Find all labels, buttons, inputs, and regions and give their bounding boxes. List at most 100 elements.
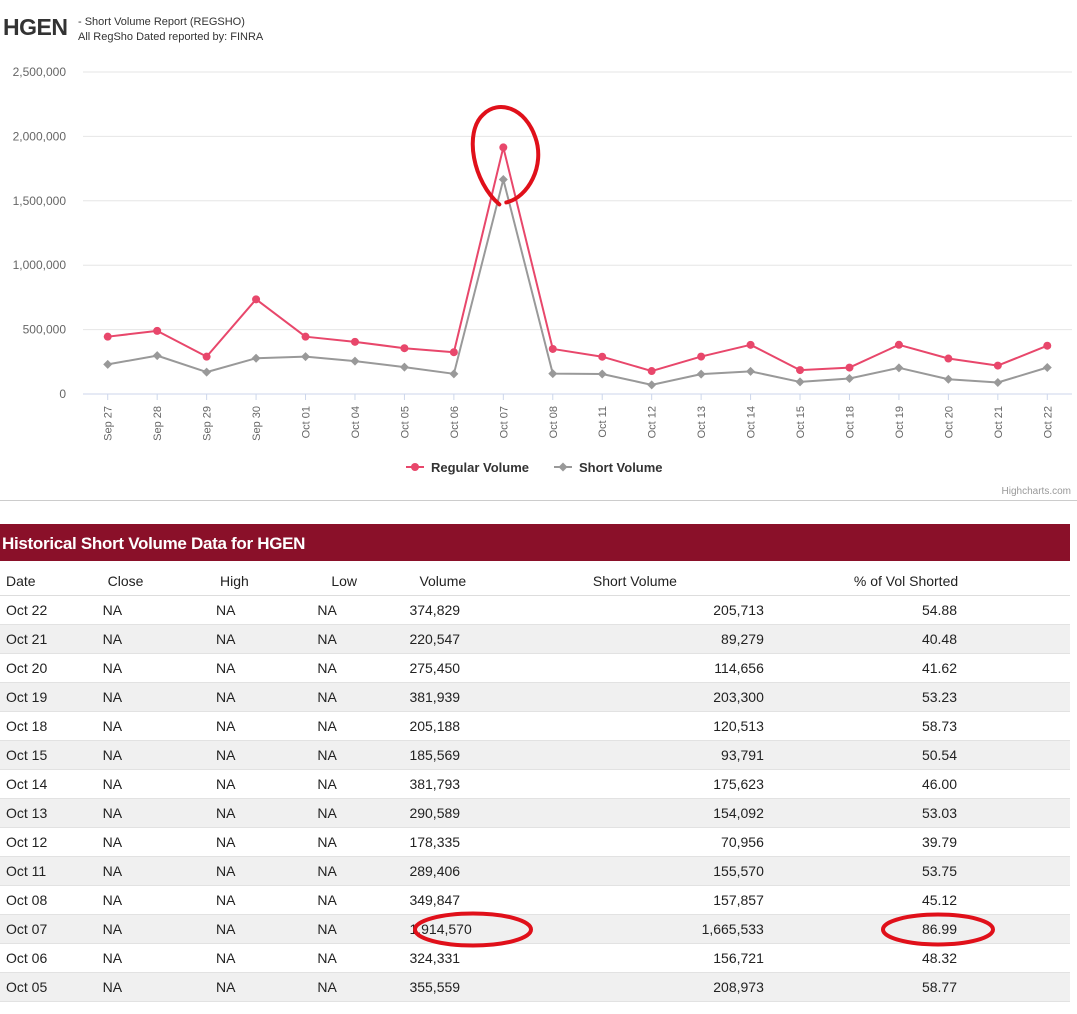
table-cell: NA <box>307 653 400 683</box>
table-cell: Oct 05 <box>0 972 93 1002</box>
table-cell: 1,665,533 <box>546 914 764 944</box>
table-cell: NA <box>307 856 400 886</box>
table-cell: Oct 20 <box>0 653 93 683</box>
column-header[interactable]: Volume <box>399 566 547 596</box>
x-tick-label: Oct 05 <box>399 406 411 438</box>
table-title: Historical Short Volume Data for HGEN <box>0 524 1070 561</box>
regular-volume-point <box>400 344 409 353</box>
x-tick-label: Oct 11 <box>597 406 609 438</box>
table-cell: 178,335 <box>399 827 547 857</box>
x-tick-label: Sep 27 <box>103 406 115 441</box>
table-cell: NA <box>92 885 207 915</box>
regular-volume-point <box>103 332 112 341</box>
table-cell: 381,939 <box>399 682 547 712</box>
short-volume-point <box>597 369 607 379</box>
column-header[interactable]: Short Volume <box>546 566 764 596</box>
table-cell: NA <box>92 624 207 654</box>
legend-label[interactable]: Regular Volume <box>431 460 529 475</box>
table-cell: NA <box>206 711 308 741</box>
short-volume-point <box>943 374 953 384</box>
table-cell: NA <box>92 595 207 625</box>
y-tick-label: 1,000,000 <box>13 258 67 272</box>
table-cell: NA <box>307 972 400 1002</box>
table-cell: 205,713 <box>546 595 764 625</box>
table-cell: Oct 08 <box>0 885 93 915</box>
table-cell: Oct 18 <box>0 711 93 741</box>
table-cell: NA <box>92 943 207 973</box>
table-cell: NA <box>307 885 400 915</box>
y-tick-label: 500,000 <box>23 323 67 337</box>
table-cell: 349,847 <box>399 885 547 915</box>
table-cell: NA <box>206 914 308 944</box>
table-cell: NA <box>206 740 308 770</box>
table-cell: 58.77 <box>763 972 1070 1002</box>
table-cell: 114,656 <box>546 653 764 683</box>
x-tick-label: Oct 20 <box>943 406 955 438</box>
short-volume-point <box>894 363 904 373</box>
regular-volume-point <box>746 340 755 349</box>
table-cell: NA <box>307 740 400 770</box>
table-body: Oct 22 NA NA NA 374,829 205,713 54.88 Oct 21 NA N… <box>0 595 1070 1002</box>
column-header[interactable]: Low <box>307 566 400 596</box>
regular-volume-point <box>350 337 359 346</box>
table-cell: Oct 22 <box>0 595 93 625</box>
x-tick-label: Oct 04 <box>350 406 362 438</box>
table-cell: NA <box>206 885 308 915</box>
table-cell: NA <box>307 827 400 857</box>
table-cell: NA <box>206 827 308 857</box>
table-cell: Oct 11 <box>0 856 93 886</box>
annotation-circle-pct <box>881 912 995 946</box>
table-cell: 48.32 <box>763 943 1070 973</box>
table-cell: Oct 19 <box>0 682 93 712</box>
table-cell: 175,623 <box>546 769 764 799</box>
x-tick-label: Oct 21 <box>993 406 1005 438</box>
short-volume-point <box>202 367 212 377</box>
table-row: Oct 19 NA NA NA 381,939 203,300 53.23 <box>0 682 1070 712</box>
regular-volume-point <box>598 352 607 361</box>
table-row: Oct 22 NA NA NA 374,829 205,713 54.88 <box>0 595 1070 625</box>
table-cell: 220,547 <box>399 624 547 654</box>
legend-marker <box>558 462 568 472</box>
column-header[interactable]: Date <box>0 566 93 596</box>
table-cell: NA <box>206 769 308 799</box>
annotation-circle-volume <box>413 911 533 947</box>
x-tick-label: Oct 07 <box>498 406 510 438</box>
table-cell: Oct 12 <box>0 827 93 857</box>
annotation-circle-peak <box>470 105 541 207</box>
table-cell: NA <box>92 827 207 857</box>
short-volume-point <box>746 366 756 376</box>
y-tick-label: 2,000,000 <box>13 129 67 143</box>
x-tick-label: Oct 12 <box>647 406 659 438</box>
table-cell: NA <box>206 972 308 1002</box>
table-cell: NA <box>307 711 400 741</box>
column-header[interactable]: % of Vol Shorted <box>763 566 1070 596</box>
table-cell: NA <box>307 798 400 828</box>
chart-credits[interactable]: Highcharts.com <box>1001 486 1071 497</box>
column-header[interactable]: High <box>206 566 308 596</box>
table-cell: 290,589 <box>399 798 547 828</box>
table-cell: NA <box>92 798 207 828</box>
x-tick-label: Oct 01 <box>301 406 313 438</box>
table-cell: Oct 15 <box>0 740 93 770</box>
short-volume-point <box>251 353 261 363</box>
regular-volume-point <box>202 352 211 361</box>
short-volume-point <box>1042 363 1052 373</box>
table-cell: 156,721 <box>546 943 764 973</box>
table-cell: 185,569 <box>399 740 547 770</box>
table-cell: NA <box>307 595 400 625</box>
table-cell: NA <box>206 595 308 625</box>
short-volume-point <box>696 369 706 379</box>
table-cell: NA <box>206 943 308 973</box>
short-volume-point <box>844 373 854 383</box>
regular-volume-point <box>449 348 458 357</box>
table-cell: 120,513 <box>546 711 764 741</box>
table-cell: NA <box>206 798 308 828</box>
column-header[interactable]: Close <box>92 566 207 596</box>
table-cell: NA <box>307 769 400 799</box>
regular-volume-line <box>107 146 1048 373</box>
table-cell: NA <box>92 769 207 799</box>
table-cell: Oct 06 <box>0 943 93 973</box>
table-row: Oct 21 NA NA NA 220,547 89,279 40.48 <box>0 624 1070 654</box>
short-volume-point <box>795 377 805 387</box>
legend-label[interactable]: Short Volume <box>579 460 663 475</box>
